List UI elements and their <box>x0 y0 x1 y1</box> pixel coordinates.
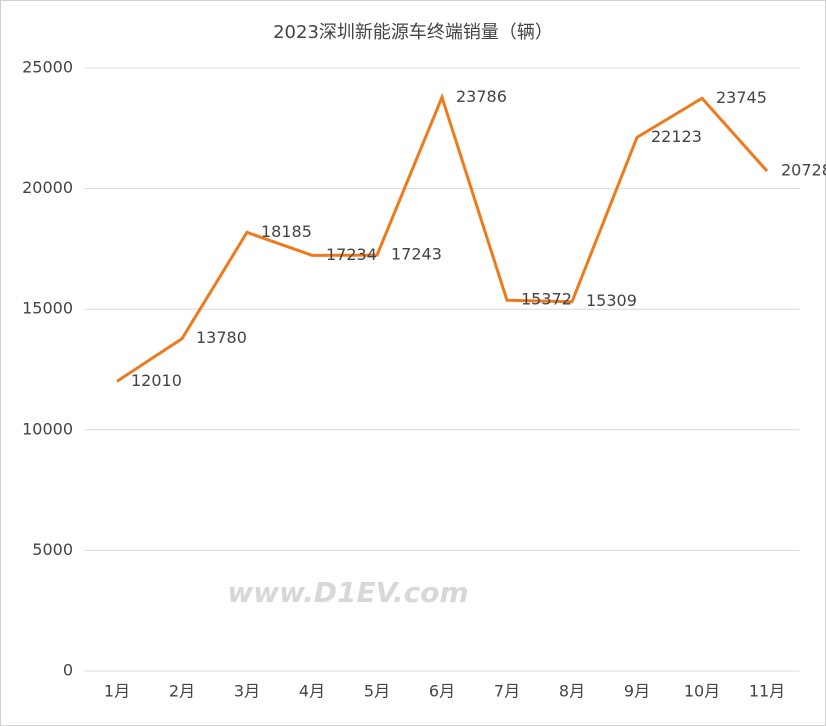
data-label: 18185 <box>261 222 312 241</box>
x-tick-label: 3月 <box>234 682 260 701</box>
y-tick-label: 20000 <box>22 178 73 197</box>
watermark: www.D1EV.com <box>227 576 468 609</box>
x-tick-label: 9月 <box>624 682 650 701</box>
data-label: 20728 <box>781 161 826 180</box>
x-tick-label: 8月 <box>559 682 585 701</box>
data-label: 17243 <box>391 245 442 264</box>
x-tick-label: 5月 <box>364 682 390 701</box>
data-label: 15309 <box>586 291 637 310</box>
data-label: 15372 <box>521 290 572 309</box>
y-tick-label: 0 <box>63 661 73 680</box>
y-tick-label: 15000 <box>22 299 73 318</box>
x-tick-label: 4月 <box>299 682 325 701</box>
line <box>116 92 769 383</box>
x-tick-label: 10月 <box>684 682 720 701</box>
chart-title: 2023深圳新能源车终端销量（辆） <box>273 22 553 43</box>
x-tick-label: 1月 <box>104 682 130 701</box>
y-tick-label: 10000 <box>22 419 73 438</box>
data-label: 23745 <box>716 88 767 107</box>
data-label: 13780 <box>196 328 247 347</box>
data-label: 23786 <box>456 87 507 106</box>
x-tick-label: 11月 <box>749 682 785 701</box>
x-tick-label: 2月 <box>169 682 195 701</box>
x-tick-label: 7月 <box>494 682 520 701</box>
y-tick-label: 5000 <box>32 540 73 559</box>
data-label: 22123 <box>651 127 702 146</box>
data-label: 17234 <box>326 245 377 264</box>
y-tick-label: 25000 <box>22 58 73 77</box>
x-tick-label: 6月 <box>429 682 455 701</box>
data-label: 12010 <box>131 371 182 390</box>
